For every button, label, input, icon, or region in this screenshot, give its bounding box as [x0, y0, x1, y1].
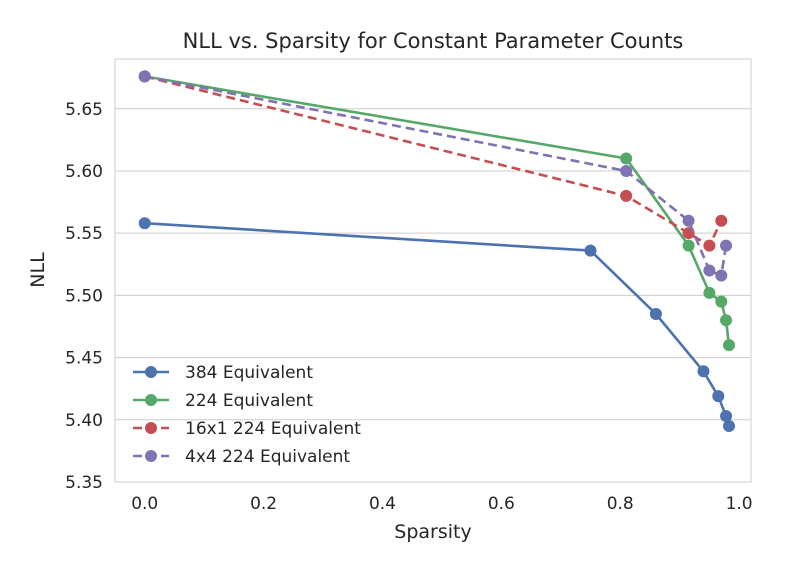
- y-tick-label: 5.45: [65, 349, 103, 369]
- data-point: [703, 264, 716, 277]
- legend-label: 384 Equivalent: [185, 363, 313, 383]
- x-tick-label: 0.0: [131, 494, 158, 514]
- chart-title: NLL vs. Sparsity for Constant Parameter …: [183, 29, 684, 53]
- x-tick-label: 0.4: [369, 494, 396, 514]
- y-ticks: 5.35 5.40 5.45 5.50 5.55 5.60 5.65: [65, 100, 103, 493]
- legend-label: 4x4 224 Equivalent: [185, 447, 350, 467]
- data-point: [703, 286, 716, 299]
- data-point: [649, 308, 662, 321]
- legend-item: 384 Equivalent: [133, 363, 313, 383]
- data-point: [715, 295, 728, 308]
- legend-item: 224 Equivalent: [133, 391, 313, 411]
- data-point: [620, 152, 633, 165]
- data-point: [138, 217, 151, 230]
- legend-label: 224 Equivalent: [185, 391, 313, 411]
- data-point: [697, 365, 710, 378]
- x-tick-label: 0.2: [250, 494, 277, 514]
- data-point: [682, 214, 695, 227]
- series-layer: [138, 70, 736, 433]
- x-tick-label: 1.0: [726, 494, 753, 514]
- y-tick-label: 5.40: [65, 411, 103, 431]
- y-tick-label: 5.60: [65, 162, 103, 182]
- legend-item: 4x4 224 Equivalent: [133, 447, 350, 467]
- legend-label: 16x1 224 Equivalent: [185, 419, 361, 439]
- legend-marker: [145, 394, 157, 406]
- y-tick-label: 5.35: [65, 473, 103, 493]
- x-tick-label: 0.6: [488, 494, 515, 514]
- series-4: [138, 70, 733, 282]
- legend-marker: [145, 450, 157, 462]
- data-point: [620, 164, 633, 177]
- data-point: [723, 420, 736, 433]
- data-point: [703, 239, 716, 252]
- data-point: [712, 390, 725, 403]
- data-point: [715, 214, 728, 227]
- series-line: [144, 75, 728, 277]
- data-point: [720, 239, 733, 252]
- legend-item: 16x1 224 Equivalent: [133, 419, 361, 439]
- data-point: [620, 189, 633, 202]
- legend: 384 Equivalent 224 Equivalent 16x1 224 Equ…: [133, 363, 361, 467]
- legend-marker: [145, 366, 157, 378]
- x-axis-label: Sparsity: [394, 521, 471, 543]
- grid-lines: [115, 108, 751, 483]
- data-point: [723, 339, 736, 352]
- data-point: [720, 314, 733, 327]
- data-point: [715, 269, 728, 282]
- y-tick-label: 5.65: [65, 100, 103, 120]
- y-tick-label: 5.50: [65, 286, 103, 306]
- data-point: [138, 70, 151, 83]
- legend-marker: [145, 422, 157, 434]
- data-point: [720, 410, 733, 423]
- y-tick-label: 5.55: [65, 224, 103, 244]
- plot-area: [114, 58, 752, 483]
- x-ticks: 0.0 0.2 0.4 0.6 0.8 1.0: [131, 494, 752, 514]
- series-1: [138, 217, 736, 433]
- data-point: [584, 244, 597, 257]
- data-point: [682, 239, 695, 252]
- y-axis-label: NLL: [27, 252, 49, 288]
- x-tick-label: 0.8: [607, 494, 634, 514]
